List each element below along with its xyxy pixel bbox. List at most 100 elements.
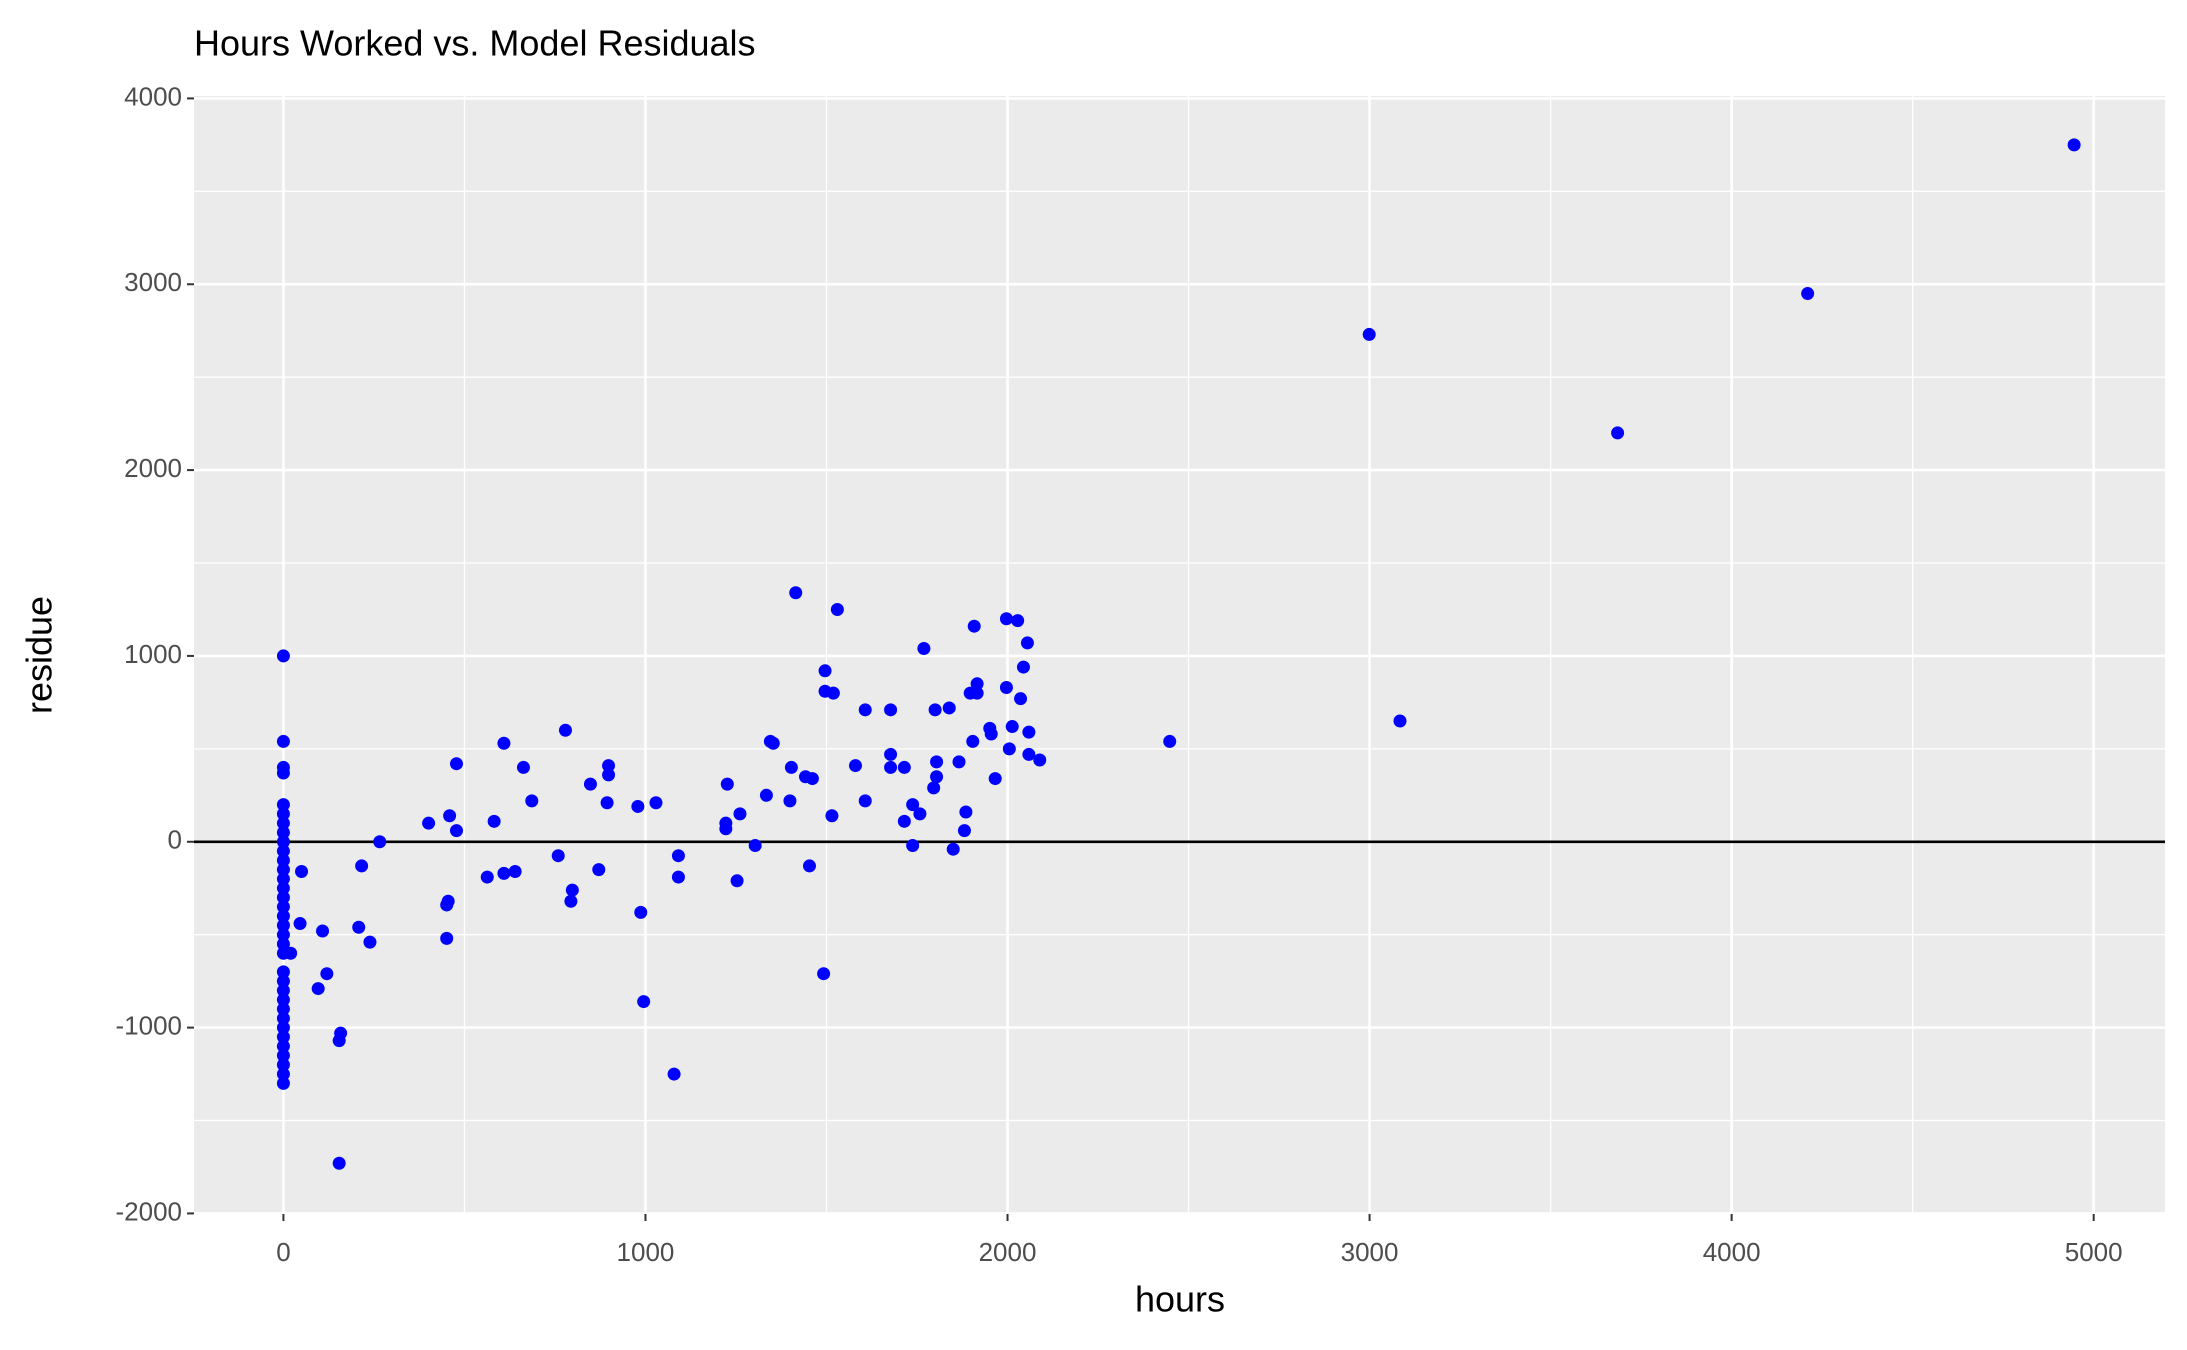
point (913, 807, 927, 821)
point (884, 760, 898, 774)
point (276, 881, 290, 895)
point (999, 612, 1013, 626)
point (276, 983, 290, 997)
point (276, 853, 290, 867)
point (363, 935, 377, 949)
point (637, 995, 651, 1009)
point (957, 824, 971, 838)
point (748, 838, 762, 852)
point (487, 814, 501, 828)
y-tick-label: 1000 (124, 639, 182, 669)
point (276, 1002, 290, 1016)
point (276, 928, 290, 942)
point (2067, 138, 2081, 152)
point (276, 863, 290, 877)
x-tick-label: 3000 (1341, 1237, 1399, 1267)
point (355, 859, 369, 873)
point (480, 870, 494, 884)
point (449, 824, 463, 838)
point (276, 1067, 290, 1081)
point (276, 649, 290, 663)
point (373, 835, 387, 849)
point (276, 1048, 290, 1062)
y-tick-label: 0 (168, 825, 182, 855)
point (276, 835, 290, 849)
point (440, 898, 454, 912)
point (942, 701, 956, 715)
point (1014, 692, 1028, 706)
point (1011, 614, 1025, 628)
point (276, 1021, 290, 1035)
point (1002, 742, 1016, 756)
point (825, 809, 839, 823)
point (602, 759, 616, 773)
point (858, 703, 872, 717)
point (583, 777, 597, 791)
x-tick-label: 2000 (979, 1237, 1037, 1267)
point (516, 760, 530, 774)
x-axis-title: hours (1135, 1279, 1225, 1320)
point (276, 993, 290, 1007)
y-axis-title: residue (19, 596, 60, 714)
point (930, 770, 944, 784)
point (730, 874, 744, 888)
point (422, 816, 436, 830)
point (946, 842, 960, 856)
point (802, 859, 816, 873)
point (667, 1067, 681, 1081)
point (999, 681, 1013, 695)
point (276, 974, 290, 988)
point (276, 872, 290, 886)
point (443, 809, 457, 823)
point (1033, 753, 1047, 767)
point (600, 796, 614, 810)
point (276, 891, 290, 905)
point (551, 849, 565, 863)
point (733, 807, 747, 821)
point (917, 641, 931, 655)
point (959, 805, 973, 819)
point (988, 772, 1002, 786)
point (830, 602, 844, 616)
point (592, 863, 606, 877)
point (783, 794, 797, 808)
point (497, 866, 511, 880)
point (276, 1011, 290, 1025)
point (966, 734, 980, 748)
point (826, 686, 840, 700)
point (1016, 660, 1030, 674)
x-tick-label: 0 (276, 1237, 290, 1267)
x-tick-label: 4000 (1703, 1237, 1761, 1267)
point (897, 760, 911, 774)
point (817, 967, 831, 981)
point (930, 755, 944, 769)
point (927, 781, 941, 795)
point (906, 798, 920, 812)
point (293, 917, 307, 931)
point (276, 766, 290, 780)
point (497, 736, 511, 750)
point (332, 1156, 346, 1170)
point (952, 755, 966, 769)
point (295, 865, 309, 879)
point (970, 686, 984, 700)
point (558, 723, 572, 737)
point (1005, 720, 1019, 734)
point (276, 1058, 290, 1072)
point (311, 982, 325, 996)
point (789, 586, 803, 600)
point (984, 727, 998, 741)
chart-title: Hours Worked vs. Model Residuals (194, 23, 756, 64)
point (1022, 747, 1036, 761)
point (276, 909, 290, 923)
point (508, 865, 522, 879)
x-tick-label: 5000 (2065, 1237, 2123, 1267)
point (276, 1030, 290, 1044)
point (928, 703, 942, 717)
point (276, 1076, 290, 1090)
point (884, 703, 898, 717)
point (276, 798, 290, 812)
point (276, 825, 290, 839)
point (276, 1039, 290, 1053)
x-tick-label: 1000 (617, 1237, 675, 1267)
